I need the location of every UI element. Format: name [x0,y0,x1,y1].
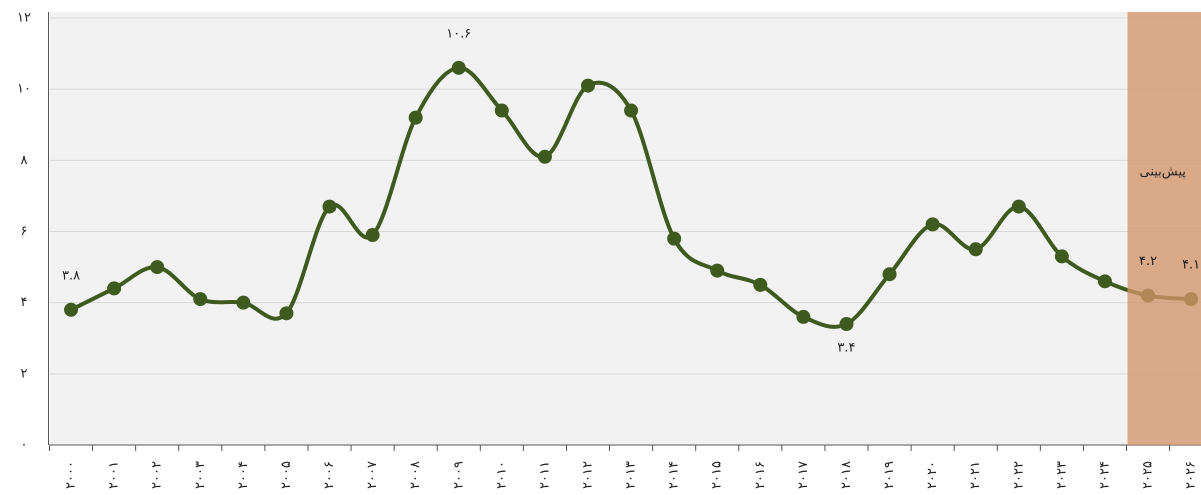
x-tick-label: ۲۰۰۳ [193,461,208,489]
data-label: ۳.۴ [837,341,855,356]
marker [537,149,552,164]
marker [753,277,768,292]
y-tick-label: ۶ [21,224,28,239]
marker [925,217,940,232]
marker [624,103,639,118]
marker [64,302,79,317]
marker [193,292,208,307]
y-tick-label: ۱۲ [17,11,31,26]
marker [581,78,595,93]
data-label: ۳.۸ [62,268,80,283]
x-tick-label: ۲۰۲۴ [1097,461,1112,489]
line [70,65,1192,329]
x-tick-label: ۲۰۲۱ [968,461,983,489]
forecast-region [1127,12,1201,445]
marker [839,317,854,332]
marker [1097,274,1112,289]
x-tick-label: ۲۰۱۰ [494,461,509,489]
y-tick-label: ۰ [21,438,28,453]
x-tick-label: ۲۰۱۳ [624,461,639,489]
marker [1011,199,1026,214]
data-label: ۴.۱ [1182,258,1200,273]
x-tick-label: ۲۰۰۹ [451,461,466,489]
x-tick-label: ۲۰۰۸ [408,461,423,489]
x-tick-label: ۲۰۱۸ [839,461,854,489]
x-tick-label: ۲۰۰۶ [322,461,337,489]
x-tick-label: ۲۰۰۰ [64,461,79,489]
marker [451,60,466,75]
x-tick-label: ۲۰۲۵ [1141,461,1156,489]
x-tick-label: ۲۰۱۹ [882,461,897,489]
plot-area [49,12,1201,445]
x-tick-label: ۲۰۱۵ [710,461,725,489]
y-tick-label: ۴ [21,295,28,310]
marker [365,228,380,243]
x-tick-label: ۲۰۱۶ [753,461,768,489]
marker [150,260,165,275]
x-tick-label: ۲۰۱۲ [581,461,596,489]
x-tick-label: ۲۰۲۶ [1184,461,1199,489]
marker [236,295,251,310]
marker [408,110,423,125]
marker [968,242,983,257]
y-tick-label: ۲ [21,366,28,381]
marker [710,263,725,278]
x-tick-label: ۲۰۰۵ [279,461,294,489]
x-tick-label: ۲۰۰۱ [107,461,122,489]
x-tick-label: ۲۰۰۴ [236,461,251,489]
marker [796,309,811,324]
marker [667,231,682,246]
x-tick-label: ۲۰۱۱ [537,461,552,489]
marker [279,306,294,321]
x-tick-label: ۲۰۱۷ [796,461,811,489]
x-tick-label: ۲۰۰۷ [365,461,380,489]
x-tick-label: ۲۰۱۴ [667,461,682,489]
data-label: ۴.۲ [1139,254,1157,269]
x-tick-label: ۲۰۲۰ [925,461,940,489]
y-tick-label: ۱۰ [17,82,31,97]
marker [882,267,897,282]
marker [494,103,509,118]
forecast-label: پیش‌بینی [1140,165,1187,180]
marker [107,281,122,296]
marker [322,199,337,214]
x-tick-label: ۲۰۲۲ [1011,461,1026,489]
x-tick-label: ۲۰۲۳ [1054,461,1069,489]
x-tick-label: ۲۰۰۲ [150,461,165,489]
data-label: ۱۰.۶ [446,26,471,41]
y-tick-label: ۸ [21,153,28,168]
marker [1054,249,1069,264]
